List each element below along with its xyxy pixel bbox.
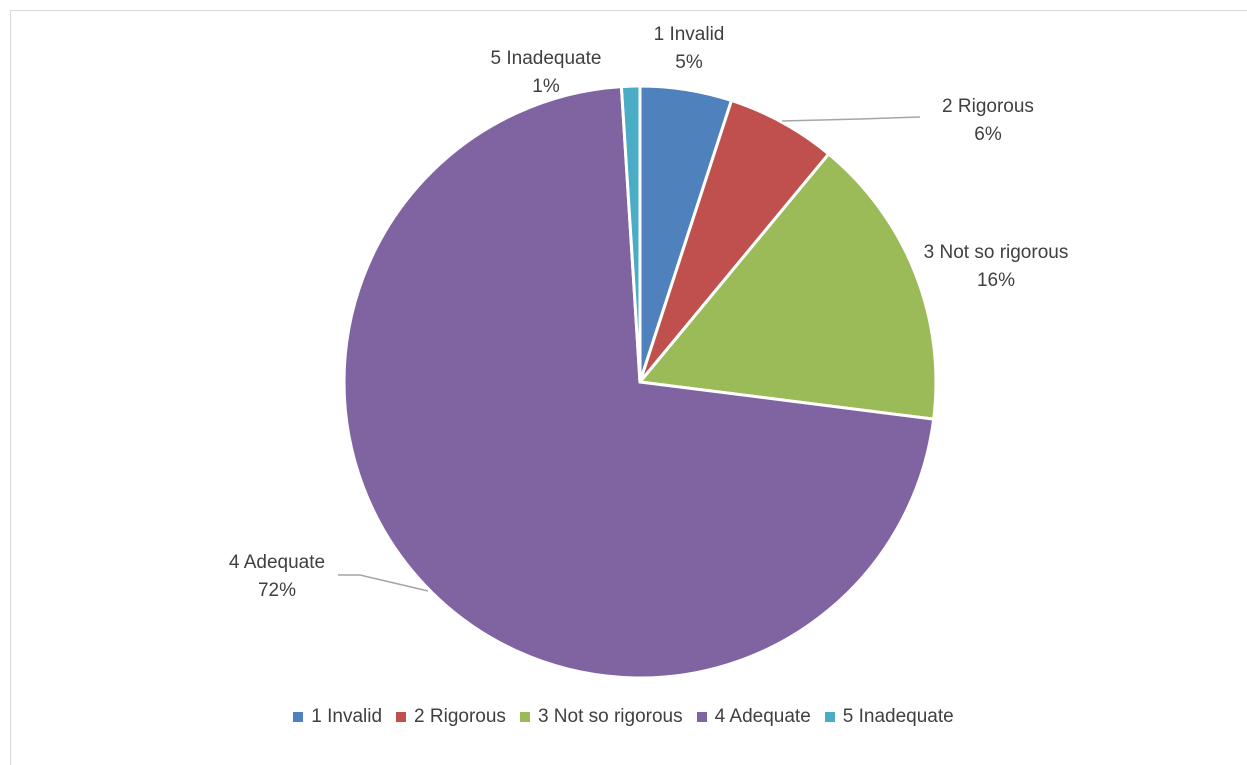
data-label-3: 3 Not so rigorous 16% xyxy=(924,242,1069,291)
data-label-1: 1 Invalid 5% xyxy=(654,24,725,73)
leader-line-4 xyxy=(338,574,429,592)
legend-label: 2 Rigorous xyxy=(414,706,506,727)
leader-line-2 xyxy=(781,116,921,122)
legend-swatch xyxy=(824,712,835,722)
legend-item-2: 2 Rigorous xyxy=(396,706,506,728)
data-label-category: 5 Inadequate xyxy=(491,48,602,69)
leader-lines xyxy=(338,116,921,592)
data-label-value: 72% xyxy=(258,580,296,601)
legend-label: 1 Invalid xyxy=(311,706,383,727)
legend-swatch xyxy=(519,712,530,722)
pie-slice-5 xyxy=(619,84,642,383)
data-label-category: 2 Rigorous xyxy=(942,96,1034,117)
chart-frame xyxy=(10,10,1247,765)
pie-slice-4 xyxy=(342,84,936,680)
data-labels: 1 Invalid 5% 2 Rigorous 6% 3 Not so rigorous… xyxy=(229,24,1068,601)
chart-legend: 1 Invalid 2 Rigorous 3 Not so rigorous 4 Ad… xyxy=(0,706,1247,728)
data-label-2: 2 Rigorous 6% xyxy=(942,96,1034,145)
legend-swatch xyxy=(396,712,407,722)
data-label-category: 4 Adequate xyxy=(229,552,325,573)
pie-chart: 1 Invalid 5% 2 Rigorous 6% 3 Not so rigorous… xyxy=(229,24,1068,680)
pie-slices xyxy=(342,84,938,680)
legend-item-5: 5 Inadequate xyxy=(824,706,954,728)
legend-item-4: 4 Adequate xyxy=(696,706,811,728)
data-label-value: 1% xyxy=(532,76,560,97)
data-label-category: 3 Not so rigorous xyxy=(924,242,1069,263)
data-label-5: 5 Inadequate 1% xyxy=(491,48,602,97)
data-label-4: 4 Adequate 72% xyxy=(229,552,325,601)
legend-swatch xyxy=(696,712,707,722)
data-label-value: 6% xyxy=(974,124,1002,145)
legend-label: 5 Inadequate xyxy=(842,706,954,727)
legend-item-3: 3 Not so rigorous xyxy=(519,706,683,728)
pie-slice-3 xyxy=(637,151,938,421)
data-label-value: 16% xyxy=(977,270,1015,291)
data-label-category: 1 Invalid xyxy=(654,24,725,45)
legend-label: 4 Adequate xyxy=(714,706,811,727)
legend-swatch xyxy=(293,712,304,722)
data-label-value: 5% xyxy=(675,52,703,73)
legend-label: 3 Not so rigorous xyxy=(537,706,683,727)
legend-item-1: 1 Invalid xyxy=(293,706,382,728)
